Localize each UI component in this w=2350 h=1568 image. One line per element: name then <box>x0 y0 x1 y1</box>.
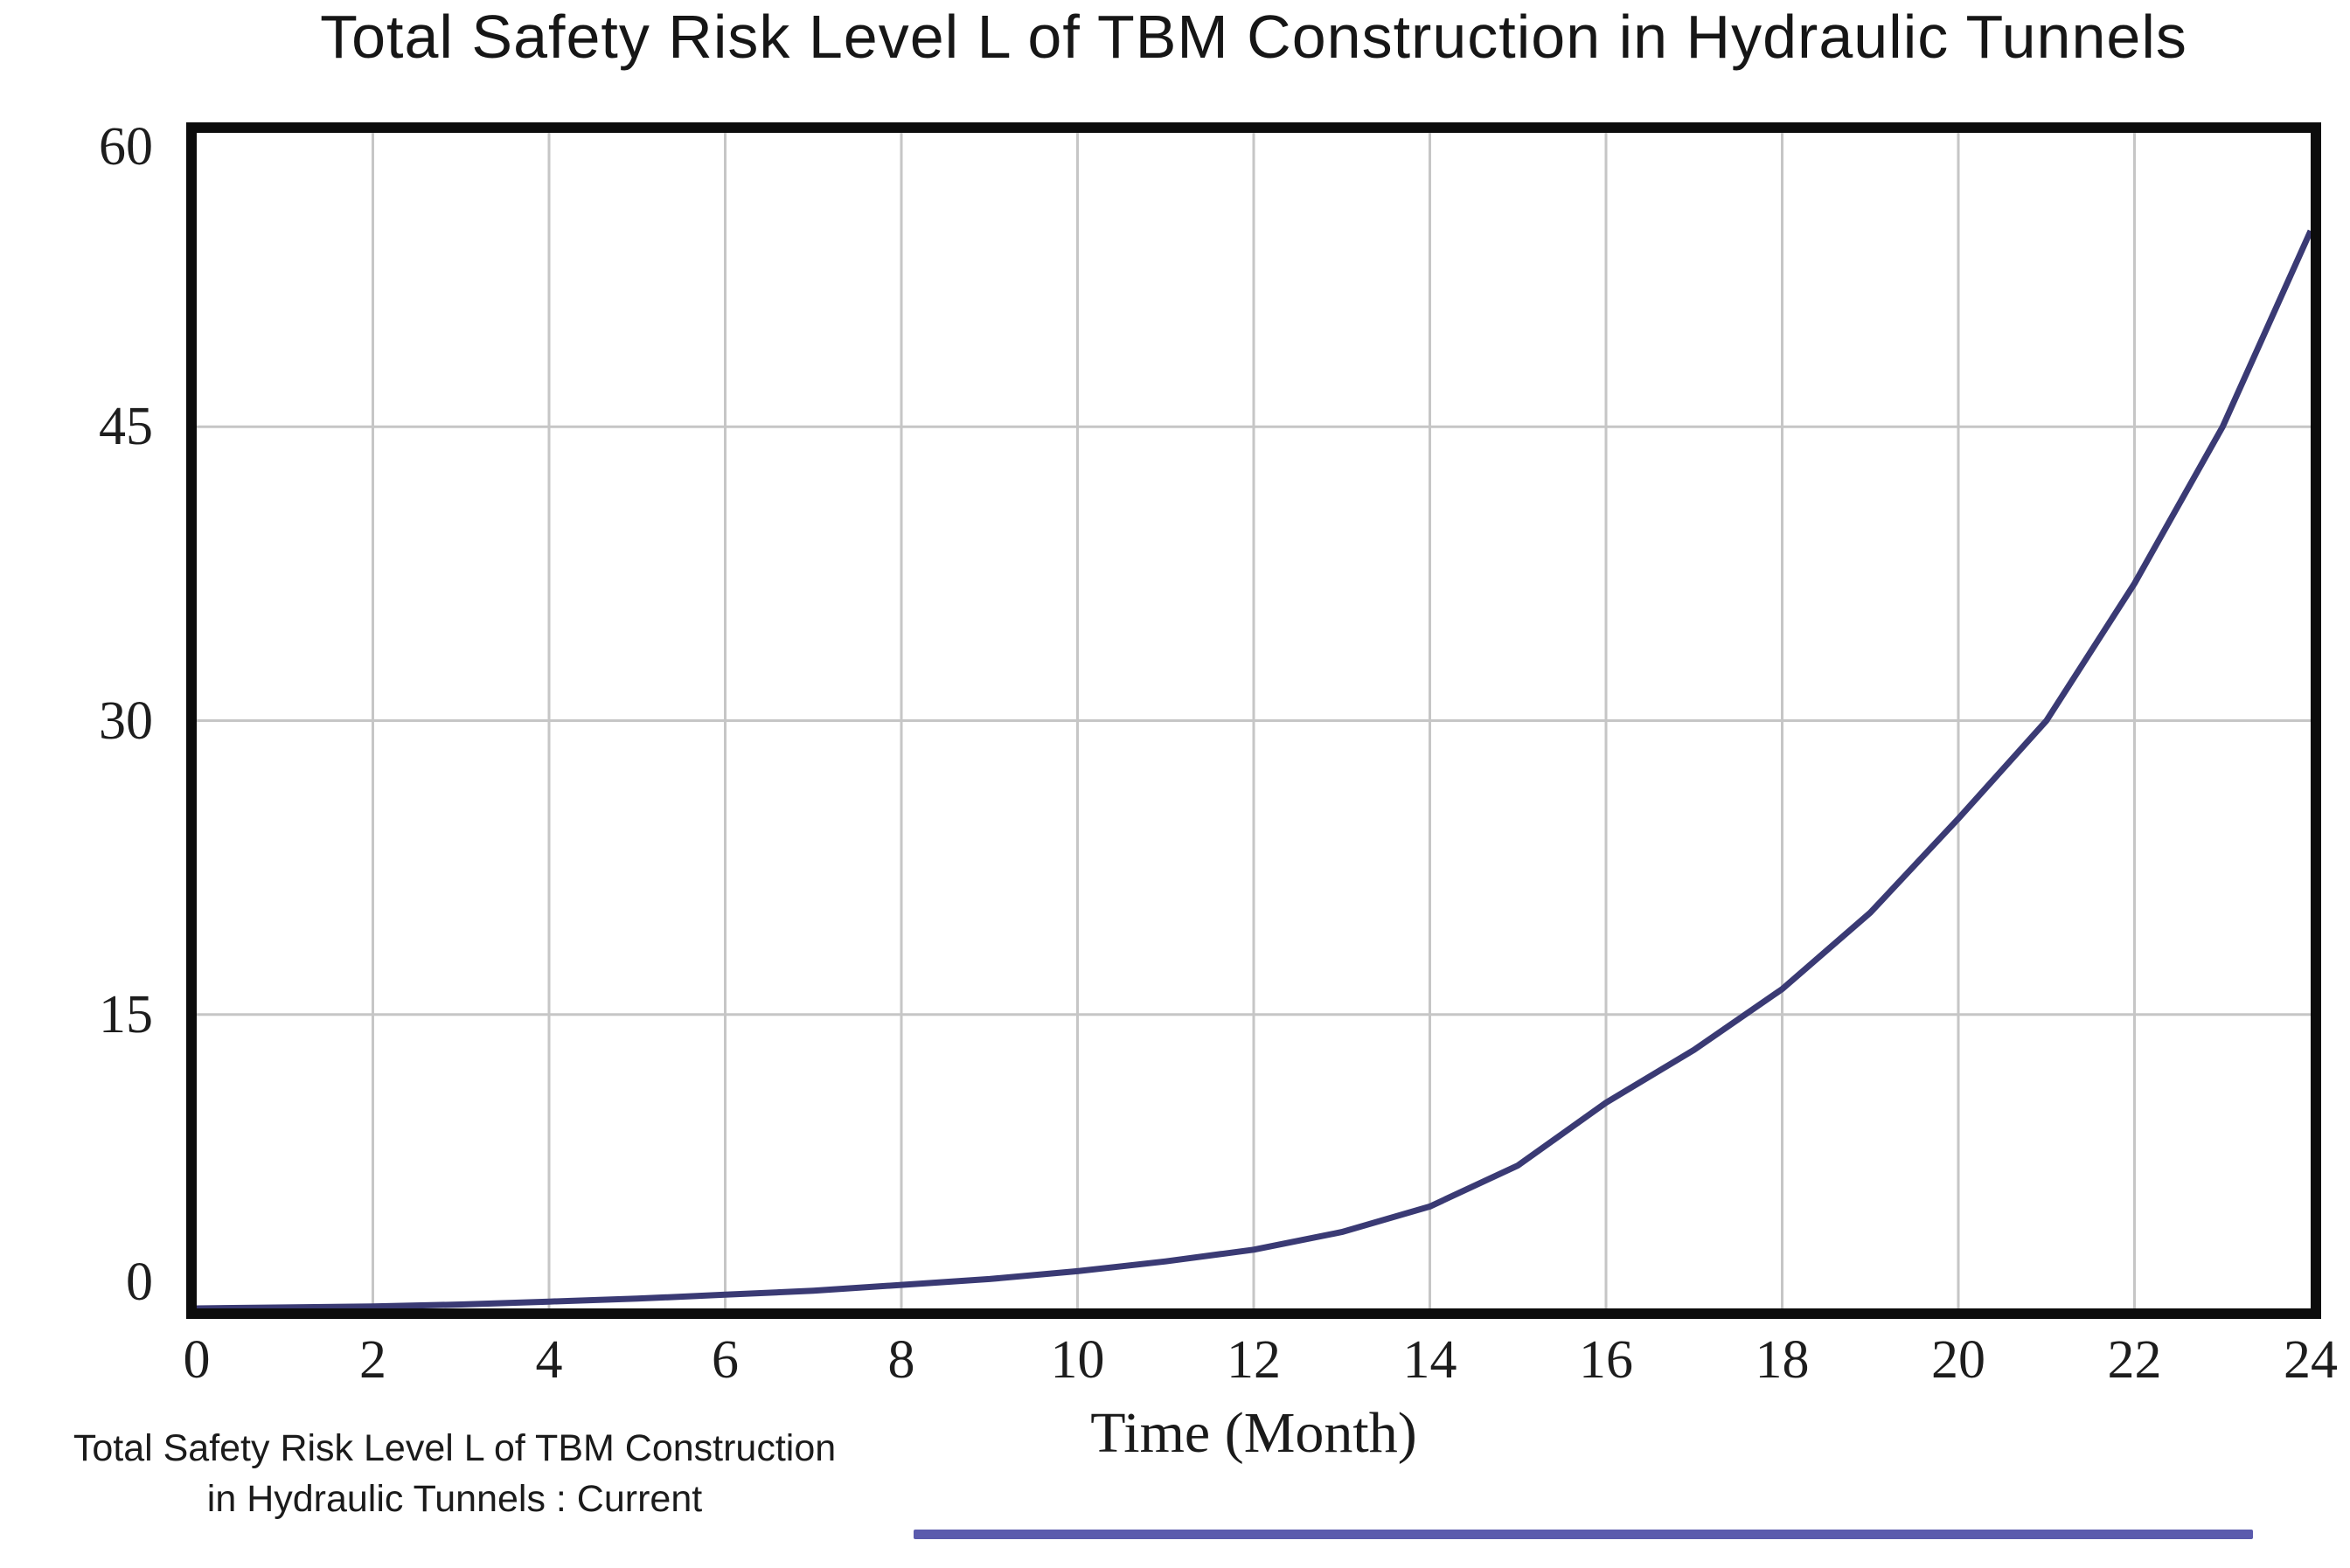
y-tick-label: 0 <box>126 1252 153 1312</box>
legend-label-line2: in Hydraulic Tunnels : Current <box>206 1478 703 1520</box>
y-tick-label: 30 <box>99 690 153 751</box>
x-tick-label: 20 <box>1931 1330 1985 1390</box>
plot-area <box>186 122 2321 1319</box>
x-tick-label: 14 <box>1402 1330 1457 1390</box>
x-tick-label: 22 <box>2107 1330 2162 1390</box>
x-tick-label: 8 <box>887 1330 915 1390</box>
x-tick-label: 6 <box>712 1330 739 1390</box>
x-tick-label: 18 <box>1755 1330 1810 1390</box>
x-tick-label: 0 <box>183 1330 211 1390</box>
legend-label: Total Safety Risk Level L of TBM Constru… <box>13 1423 896 1524</box>
legend: Total Safety Risk Level L of TBM Constru… <box>0 1418 2350 1558</box>
chart-title: Total Safety Risk Level L of TBM Constru… <box>320 3 2187 71</box>
legend-line-swatch <box>914 1530 2253 1539</box>
plot-svg <box>197 133 2311 1308</box>
legend-label-line1: Total Safety Risk Level L of TBM Constru… <box>73 1427 837 1469</box>
x-tick-label: 16 <box>1579 1330 1633 1390</box>
y-tick-label: 60 <box>99 117 153 177</box>
y-tick-label: 15 <box>99 984 153 1044</box>
x-tick-label: 10 <box>1050 1330 1105 1390</box>
risk-curve <box>197 229 2311 1308</box>
x-axis-title: Time (Month) <box>1090 1401 1417 1465</box>
x-tick-label: 4 <box>535 1330 563 1390</box>
x-tick-label: 12 <box>1227 1330 1281 1390</box>
x-tick-label: 2 <box>359 1330 386 1390</box>
y-tick-label: 45 <box>99 397 153 457</box>
x-tick-label: 24 <box>2284 1330 2338 1390</box>
